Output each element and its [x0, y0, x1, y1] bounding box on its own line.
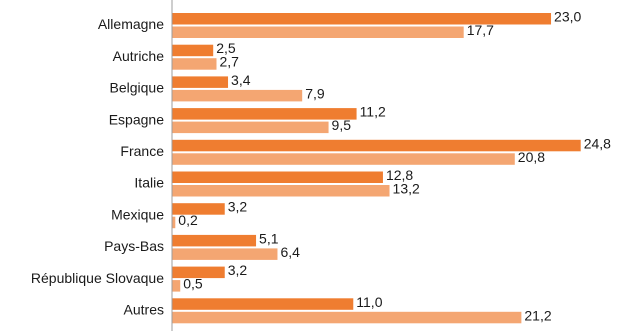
- bar-series-2: [172, 26, 464, 38]
- bar-series-2: [172, 216, 176, 229]
- bar-series-1: [172, 76, 229, 88]
- category-label: Belgique: [110, 80, 165, 96]
- category-label: République Slovaque: [31, 270, 164, 286]
- data-label: 24,8: [584, 135, 611, 151]
- category-label: Autres: [124, 302, 164, 318]
- data-label: 3,2: [228, 199, 248, 215]
- bar-series-1: [172, 298, 354, 310]
- bar-series-1: [172, 108, 357, 120]
- bar-series-2: [172, 121, 329, 134]
- data-label: 7,9: [305, 85, 325, 101]
- data-label: 12,8: [386, 167, 413, 183]
- data-label: 23,0: [554, 8, 581, 24]
- data-label: 0,2: [178, 212, 198, 228]
- category-label: Italie: [134, 175, 164, 191]
- bar-series-1: [172, 203, 225, 215]
- value-labels-group: 23,017,72,52,73,47,911,29,524,820,812,81…: [178, 8, 611, 323]
- data-label: 17,7: [467, 22, 494, 38]
- category-label: Espagne: [109, 111, 164, 127]
- bar-series-2: [172, 89, 303, 102]
- data-label: 21,2: [524, 307, 551, 323]
- data-label: 9,5: [332, 117, 352, 133]
- category-label: Mexique: [111, 206, 164, 222]
- data-label: 2,7: [219, 54, 239, 70]
- bar-series-2: [172, 185, 390, 197]
- data-label: 11,2: [360, 104, 386, 120]
- bar-series-1: [172, 139, 581, 152]
- bar-series-1: [172, 44, 214, 57]
- data-label: 20,8: [518, 149, 545, 165]
- data-label: 11,0: [356, 294, 382, 310]
- bar-series-2: [172, 153, 515, 165]
- category-labels-group: Allemagne Autriche Belgique Espagne France It…: [31, 16, 164, 317]
- bar-series-1: [172, 171, 383, 183]
- bar-series-2: [172, 280, 181, 292]
- data-label: 3,2: [228, 262, 248, 278]
- category-label: Pays-Bas: [104, 238, 164, 254]
- data-label: 0,5: [183, 276, 203, 292]
- bar-series-1: [172, 266, 225, 279]
- data-label: 3,4: [231, 72, 251, 88]
- bar-series-1: [172, 234, 257, 247]
- bar-series-1: [172, 13, 552, 25]
- data-label: 6,4: [280, 244, 300, 260]
- category-label: France: [120, 143, 164, 159]
- bar-series-2: [172, 311, 522, 324]
- category-label: Allemagne: [98, 16, 164, 32]
- data-label: 13,2: [393, 180, 420, 196]
- category-label: Autriche: [113, 48, 165, 64]
- bars-group: [172, 13, 581, 324]
- bar-series-2: [172, 58, 217, 70]
- data-label: 5,1: [259, 230, 279, 246]
- bar-series-2: [172, 248, 278, 260]
- data-label: 2,5: [216, 40, 236, 56]
